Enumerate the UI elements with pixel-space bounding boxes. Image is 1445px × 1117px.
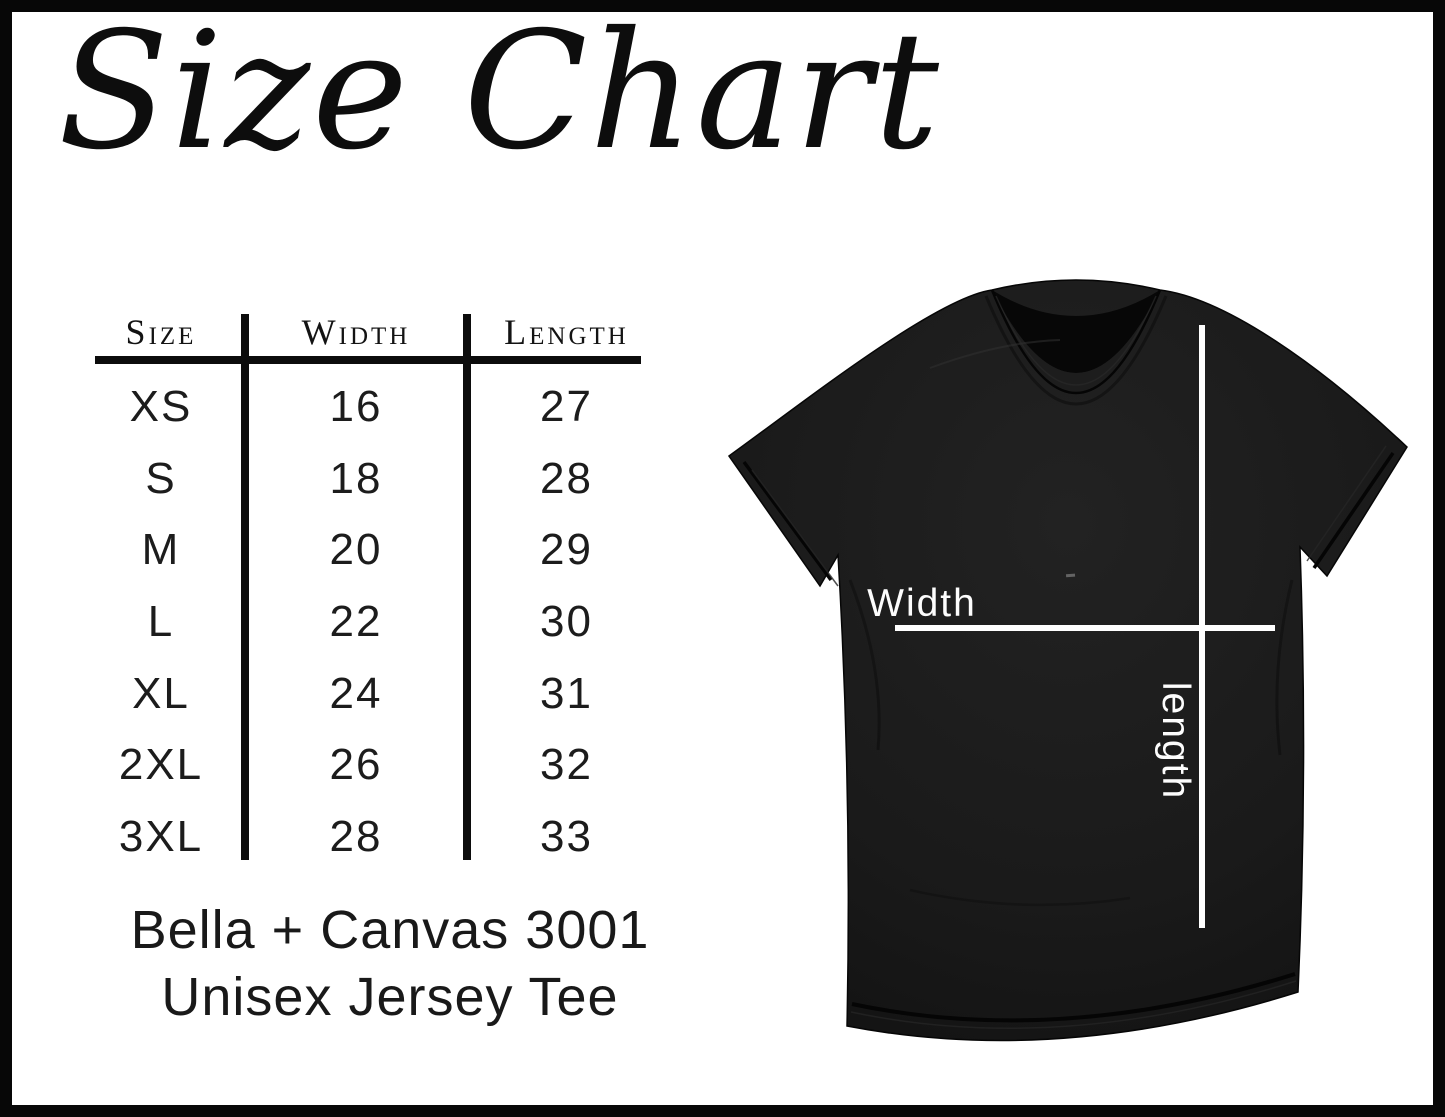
table-cell: 29 <box>540 525 593 575</box>
table-row: S 18 28 <box>95 443 641 515</box>
length-line <box>1199 325 1205 928</box>
collar-band-inner-seam <box>995 295 1157 386</box>
table-body: XS 16 27 S 18 28 M 20 29 L 22 30 XL 24 31 2XL 26 32 3XL 28 3… <box>95 371 641 873</box>
fold-right <box>1275 579 1294 756</box>
page-title: Size Chart <box>58 0 941 186</box>
table-cell: 32 <box>540 740 593 790</box>
table-cell: 27 <box>540 381 593 431</box>
table-cell: 16 <box>329 381 383 431</box>
table-header-rule <box>95 356 641 364</box>
table-row: 2XL 26 32 <box>95 729 641 801</box>
table-cell: XS <box>129 381 193 431</box>
table-header-row: Size Width Length <box>95 310 641 354</box>
shirt-width-label: Width <box>867 582 977 625</box>
hem-seam <box>851 972 1296 1023</box>
table-cell: 30 <box>540 596 593 646</box>
fold-lower <box>909 888 1131 907</box>
cuff-seam-right <box>1312 452 1395 569</box>
table-cell: 33 <box>540 811 593 861</box>
hem-seam-highlight <box>850 980 1297 1030</box>
table-row: M 20 29 <box>95 514 641 586</box>
column-header-size: Size <box>125 312 197 352</box>
tshirt-body <box>727 279 1408 1042</box>
table-cell: 31 <box>540 668 593 718</box>
table-cell: 26 <box>329 740 383 790</box>
table-cell: 28 <box>540 453 593 503</box>
fabric-mark <box>1065 573 1076 578</box>
size-table: Size Width Length XS 16 27 S 18 28 M 20 29 L 22 30 X… <box>95 310 641 880</box>
table-cell: S <box>145 453 177 503</box>
caption-line-2: Unisex Jersey Tee <box>161 967 619 1027</box>
cuff-seam-right-highlight <box>1306 445 1387 562</box>
table-column-divider-1 <box>241 314 249 860</box>
table-row: L 22 30 <box>95 586 641 658</box>
table-cell: 2XL <box>118 740 204 790</box>
table-row: XL 24 31 <box>95 658 641 730</box>
table-column-divider-2 <box>463 314 471 860</box>
product-caption: Bella + Canvas 3001 Unisex Jersey Tee <box>60 897 720 1031</box>
table-cell: 22 <box>329 596 383 646</box>
table-cell: XL <box>132 668 190 718</box>
shoulder-highlight <box>929 339 1061 369</box>
table-cell: 20 <box>329 525 383 575</box>
table-cell: 3XL <box>118 811 204 861</box>
table-cell: L <box>147 596 175 646</box>
caption-line-1: Bella + Canvas 3001 <box>130 900 650 960</box>
column-header-width: Width <box>301 312 411 352</box>
shirt-length-label: length <box>1154 682 1197 800</box>
width-line <box>895 625 1275 631</box>
table-row: 3XL 28 33 <box>95 801 641 873</box>
fold-left <box>848 579 881 751</box>
cuff-seam-left-highlight <box>751 469 839 587</box>
collar-band-outer-seam <box>990 289 1162 394</box>
column-header-length: Length <box>504 312 629 352</box>
tshirt-graphic: Width length <box>727 279 1408 1042</box>
table-cell: 18 <box>329 453 383 503</box>
table-cell: 28 <box>329 811 383 861</box>
table-row: XS 16 27 <box>95 371 641 443</box>
table-cell: 24 <box>329 668 383 718</box>
table-cell: M <box>141 525 181 575</box>
cuff-seam-left <box>742 460 833 582</box>
